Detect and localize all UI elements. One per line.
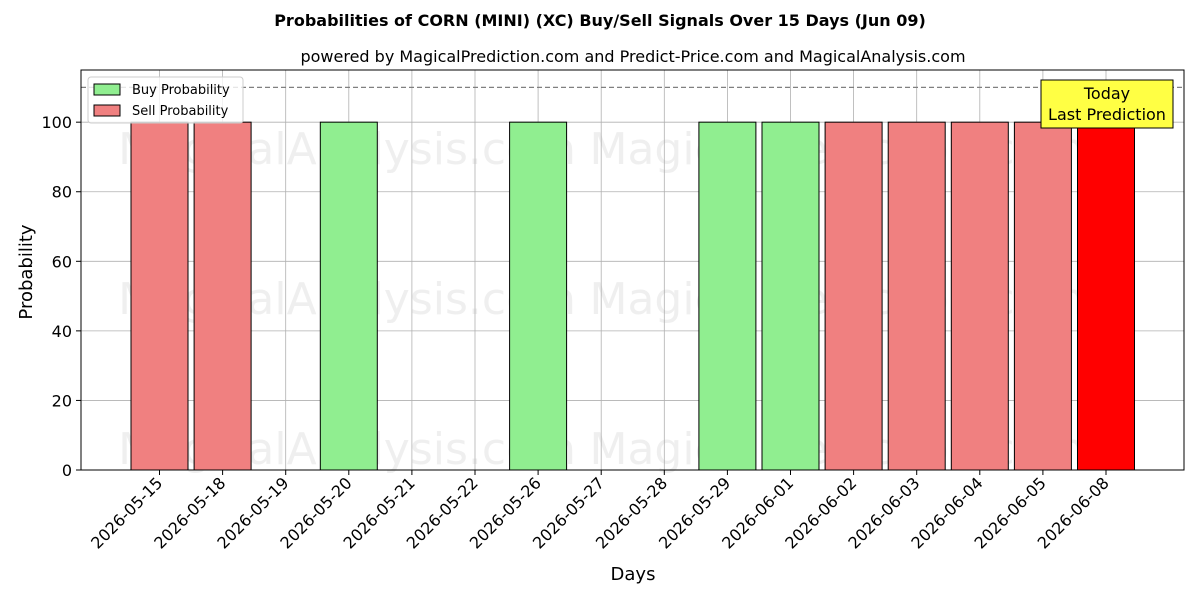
- y-tick-label: 60: [52, 252, 72, 271]
- plot-frame: [80, 69, 1185, 471]
- sell-bar: [1077, 121, 1135, 471]
- chart-title: Probabilities of CORN (MINI) (XC) Buy/Se…: [274, 11, 926, 30]
- sell-bar: [824, 121, 883, 471]
- annotation-box: [1040, 79, 1174, 129]
- y-tick-label: 80: [52, 183, 72, 202]
- sell-bar: [1013, 121, 1072, 471]
- sell-bar: [950, 121, 1009, 471]
- annotation-text: Last Prediction: [1048, 105, 1166, 124]
- legend-swatch: [93, 83, 121, 96]
- y-tick-label: 40: [52, 322, 72, 341]
- buy-bar: [761, 121, 820, 471]
- y-axis-label: Probability: [16, 224, 37, 319]
- legend-swatch: [93, 104, 121, 117]
- chart-subtitle: powered by MagicalPrediction.com and Pre…: [300, 47, 965, 66]
- legend-label: Sell Probability: [132, 104, 229, 119]
- today-annotation: Today Last Prediction: [1040, 79, 1174, 129]
- y-tick-label: 20: [52, 391, 72, 410]
- y-tick-label: 0: [62, 461, 72, 480]
- bars: [130, 121, 1135, 471]
- y-axis: 0 20 40 60 80 100: [41, 113, 81, 480]
- legend: Buy Probability Sell Probability: [87, 76, 244, 124]
- annotation-text: Today: [1083, 84, 1130, 103]
- sell-bar: [130, 121, 189, 471]
- legend-label: Buy Probability: [132, 83, 230, 98]
- y-tick-label: 100: [41, 113, 72, 132]
- buy-bar: [319, 121, 378, 471]
- x-axis-label: Days: [611, 564, 656, 585]
- buy-bar: [509, 121, 568, 471]
- sell-bar: [887, 121, 946, 471]
- buy-bar: [698, 121, 757, 471]
- legend-box: [87, 76, 244, 124]
- x-axis: 2026-05-152026-05-182026-05-192026-05-20…: [87, 470, 1113, 553]
- sell-bar: [193, 121, 252, 471]
